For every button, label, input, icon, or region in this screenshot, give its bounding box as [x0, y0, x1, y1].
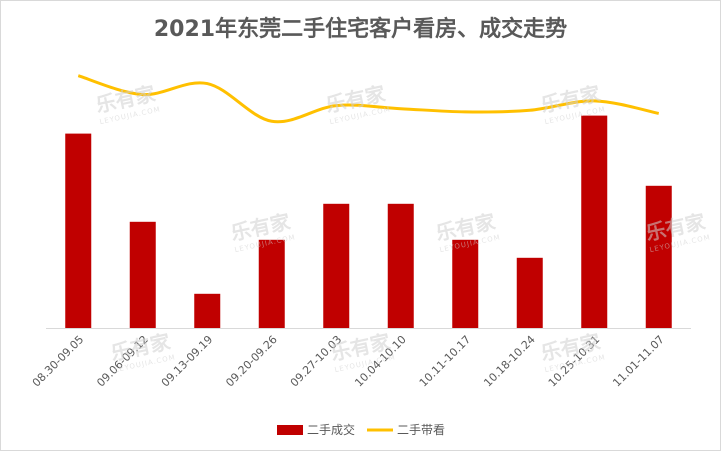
- x-tick-label: 09.13-09.19: [159, 333, 216, 390]
- legend-label-line: 二手带看: [397, 423, 445, 437]
- bar-3: [194, 293, 221, 328]
- x-tick-label: 10.18-10.24: [481, 333, 538, 390]
- x-tick-label: 08.30-09.05: [30, 333, 87, 390]
- x-tick-label: 10.04-10.10: [352, 333, 409, 390]
- x-tick-label: 10.11-10.17: [417, 333, 474, 390]
- x-tick-label: 09.20-09.26: [223, 333, 280, 390]
- bar-7: [452, 239, 479, 328]
- chart-title: 2021年东莞二手住宅客户看房、成交走势: [153, 17, 568, 42]
- bar-4: [258, 239, 285, 328]
- bar-9: [581, 115, 608, 328]
- bar-5: [323, 203, 350, 328]
- series-line-daikan: [77, 74, 660, 124]
- bar-10: [645, 185, 672, 328]
- bar-1: [65, 133, 92, 328]
- bar-6: [387, 203, 414, 328]
- x-tick-label: 10.25-10.31: [546, 333, 603, 390]
- x-tick-label: 09.06-09.12: [94, 333, 151, 390]
- x-tick-label: 09.27-10.03: [288, 333, 345, 390]
- legend-swatch-bar: [277, 425, 303, 435]
- bar-2: [129, 221, 156, 328]
- bar-8: [516, 257, 543, 328]
- x-tick-label: 11.01-11.07: [610, 333, 667, 390]
- legend-label-bar: 二手成交: [307, 422, 355, 437]
